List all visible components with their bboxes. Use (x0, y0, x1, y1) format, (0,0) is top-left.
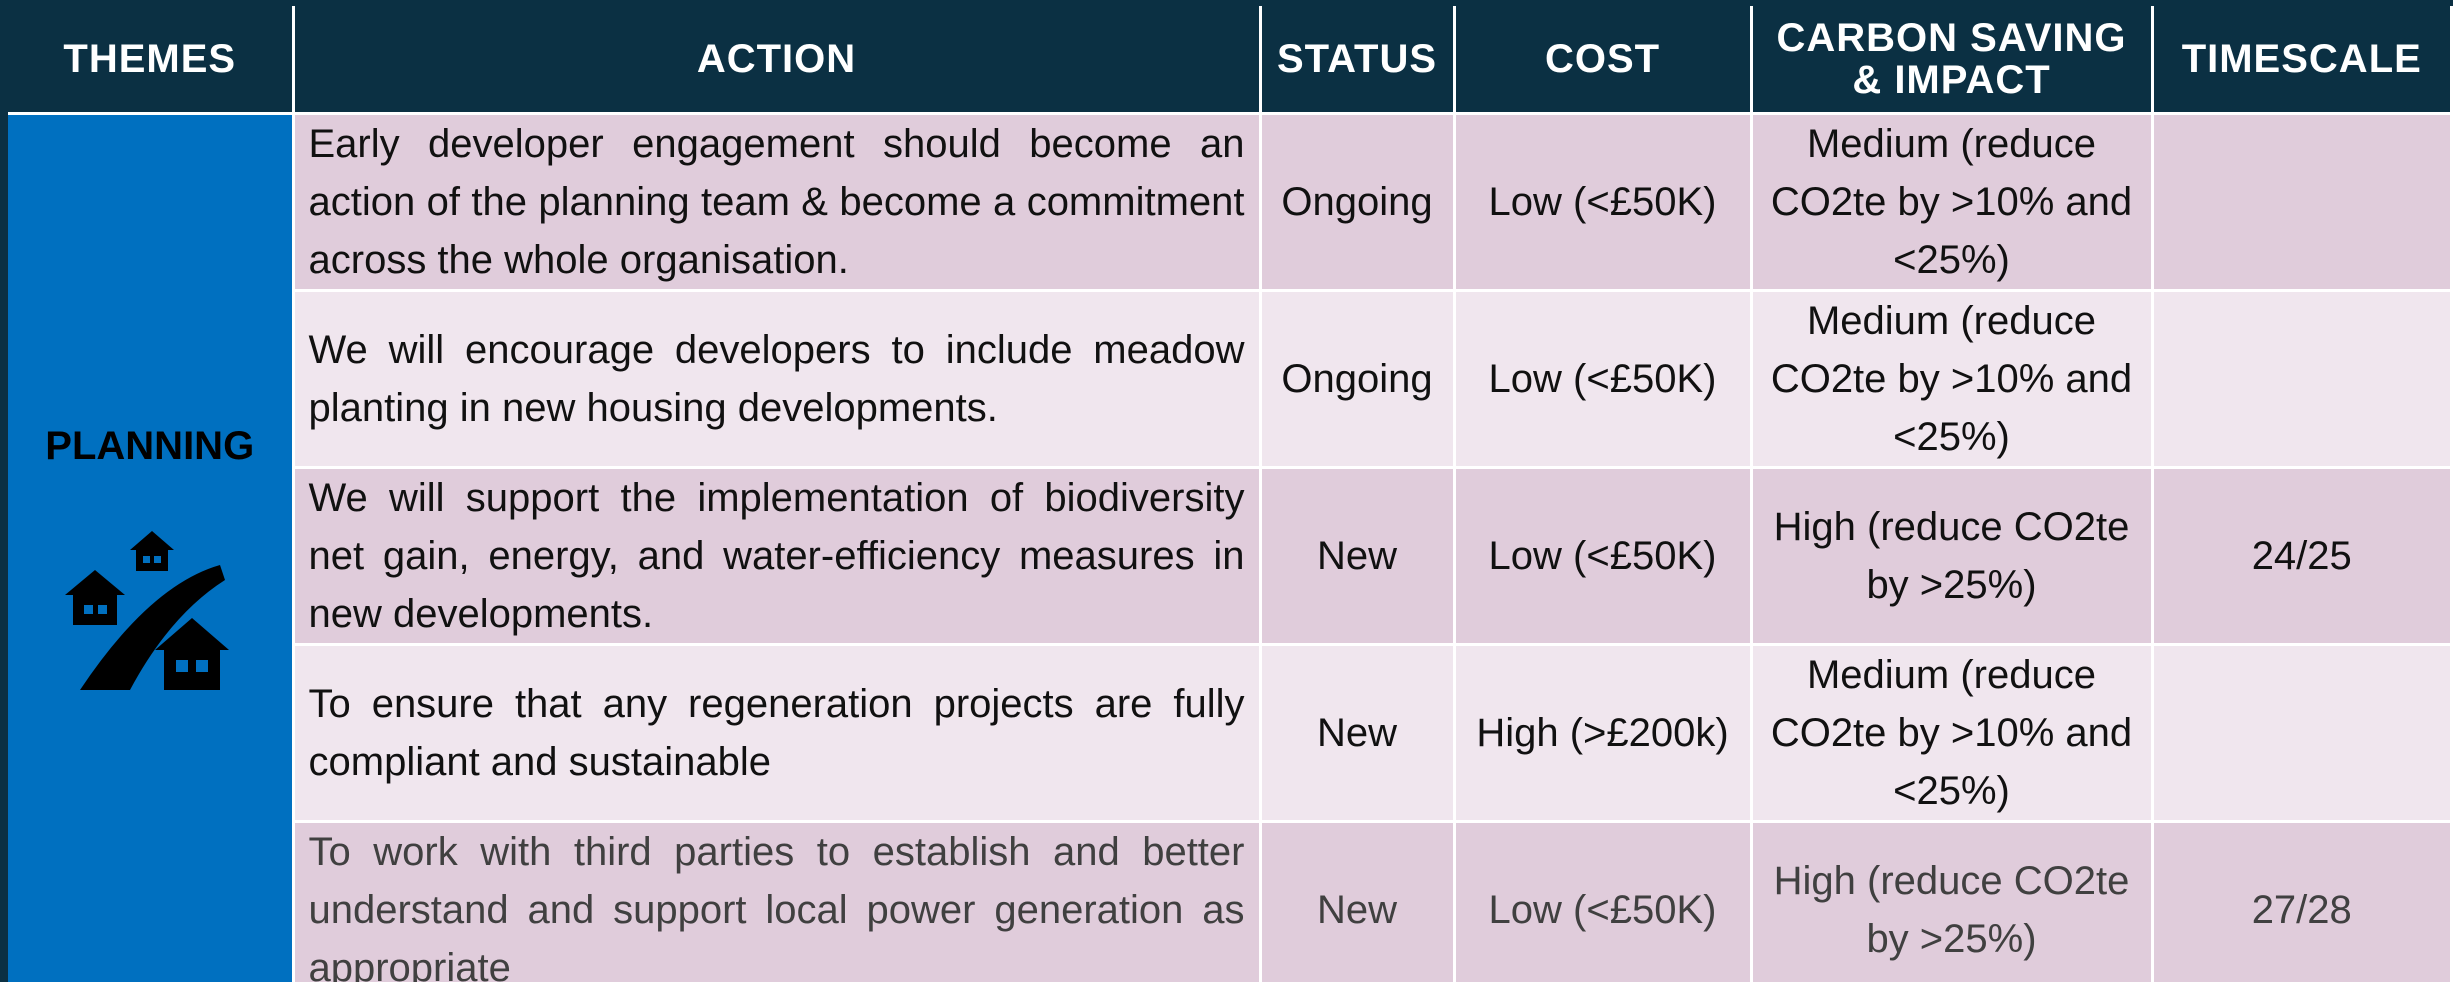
header-cell: ACTION (291, 1, 1262, 115)
action-cell: Early developer engagement should become… (291, 112, 1262, 292)
carbon-cell: Medium (reduce CO2te by >10% and <25%) (1749, 112, 2154, 292)
timescale-cell (2150, 289, 2453, 469)
theme-label: PLANNING (45, 424, 255, 468)
carbon-cell: Medium (reduce CO2te by >10% and <25%) (1749, 289, 2154, 469)
action-cell: To ensure that any regeneration projects… (291, 643, 1262, 823)
status-cell: Ongoing (1258, 112, 1456, 292)
timescale-cell: 24/25 (2150, 466, 2453, 646)
status-cell: New (1258, 820, 1456, 982)
theme-cell: PLANNING (2, 112, 295, 982)
cost-cell: Low (<£50K) (1452, 289, 1753, 469)
timescale-cell (2150, 112, 2453, 292)
cost-cell: High (>£200k) (1452, 643, 1753, 823)
cost-cell: Low (<£50K) (1452, 466, 1753, 646)
timescale-cell: 27/28 (2150, 820, 2453, 982)
table-row: To work with third parties to establish … (4, 820, 2453, 982)
planning-icon (64, 531, 229, 690)
carbon-cell: Medium (reduce CO2te by >10% and <25%) (1749, 643, 2154, 823)
header-cell: STATUS (1258, 1, 1456, 115)
header-cell: TIMESCALE (2150, 1, 2453, 115)
table-row: We will encourage developers to include … (4, 289, 2453, 469)
table-row: We will support the implementation of bi… (4, 466, 2453, 646)
table-row: PLANNING Early developer engagement shoul… (2, 112, 2453, 982)
table-body: PLANNING Early developer engagement shoul… (2, 112, 2453, 982)
cost-cell: Low (<£50K) (1452, 112, 1753, 292)
timescale-cell (2150, 643, 2453, 823)
carbon-cell: High (reduce CO2te by >25%) (1749, 466, 2154, 646)
status-cell: New (1258, 643, 1456, 823)
status-cell: Ongoing (1258, 289, 1456, 469)
action-cell: To work with third parties to establish … (291, 820, 1262, 982)
action-cell: We will encourage developers to include … (291, 289, 1262, 469)
header-row: THEMES ACTION STATUS COST CARBON SAVING & IM… (2, 1, 2453, 115)
action-cell: We will support the implementation of bi… (291, 466, 1262, 646)
carbon-cell: High (reduce CO2te by >25%) (1749, 820, 2154, 982)
header-cell: THEMES (2, 1, 295, 115)
header-cell: CARBON SAVING & IMPACT (1749, 1, 2154, 115)
status-cell: New (1258, 466, 1456, 646)
table-row: To ensure that any regeneration projects… (4, 643, 2453, 823)
header-cell: COST (1452, 1, 1753, 115)
cost-cell: Low (<£50K) (1452, 820, 1753, 982)
